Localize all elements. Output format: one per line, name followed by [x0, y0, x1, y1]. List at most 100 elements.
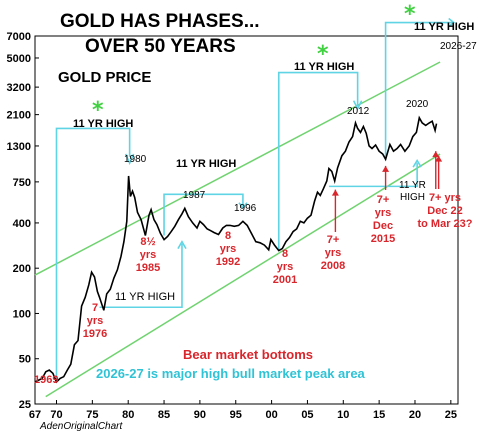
svg-text:8: 8	[225, 230, 231, 242]
series-label: GOLD PRICE	[58, 69, 151, 86]
legend-bear-bottoms: Bear market bottoms	[183, 347, 313, 362]
svg-text:2008: 2008	[321, 260, 345, 272]
bottom-label-1992: 8 yrs 1992	[216, 230, 240, 268]
bottom-label-2023: 7+ yrs Dec 22 to Mar 23?	[417, 192, 472, 230]
phase-bracket	[328, 163, 418, 188]
svg-text:yrs: yrs	[325, 247, 342, 259]
peak-label-1996: 1996	[234, 203, 257, 214]
svg-text:1969: 1969	[34, 374, 58, 386]
phase-label: 11 YR HIGH	[176, 158, 236, 170]
x-tick-label: 90	[194, 409, 206, 421]
x-tick-label: 05	[301, 409, 313, 421]
svg-text:yrs: yrs	[87, 315, 104, 327]
phase-bracket	[352, 100, 363, 111]
bottom-label-1969: 1969	[34, 374, 58, 386]
y-tick-label: 5000	[7, 53, 31, 65]
y-axis: 25 50 100 200 400 750 1300 2100 3200 5000 7000	[7, 31, 39, 411]
x-tick-label: 85	[158, 409, 170, 421]
x-tick-label: 10	[337, 409, 349, 421]
phase-star: *	[317, 42, 329, 67]
y-tick-label: 7000	[7, 31, 31, 43]
chart-credit: AdenOriginalChart	[39, 421, 123, 432]
y-tick-label: 1300	[7, 141, 31, 153]
svg-text:Dec: Dec	[373, 220, 393, 232]
svg-text:7+: 7+	[377, 194, 390, 206]
svg-text:yrs: yrs	[375, 207, 392, 219]
bottom-label-1985: 8½ yrs 1985	[136, 236, 160, 274]
y-tick-label: 50	[19, 354, 31, 366]
svg-text:7: 7	[92, 302, 98, 314]
phase-star: *	[92, 98, 104, 123]
phase-bracket	[124, 153, 135, 166]
bottom-arrow-head	[435, 155, 443, 162]
phase-label: 11 YR	[399, 180, 426, 191]
phase-label: 11 YR HIGH	[73, 118, 133, 130]
phase-brackets	[55, 17, 455, 381]
phase-bracket	[163, 193, 244, 236]
phase-bracket	[277, 71, 359, 250]
y-tick-label: 100	[13, 308, 31, 320]
svg-text:1976: 1976	[83, 328, 107, 340]
svg-text:7+ yrs: 7+ yrs	[429, 192, 461, 204]
x-tick-label: 80	[122, 409, 134, 421]
phase-bracket	[55, 127, 131, 381]
x-tick-label: 70	[50, 409, 62, 421]
phase-label: 11 YR HIGH	[414, 21, 474, 33]
y-tick-label: 2100	[7, 110, 31, 122]
bottom-label-2008: 7+ yrs 2008	[321, 234, 345, 272]
x-tick-label: 67	[29, 409, 41, 421]
phase-label: 11 YR HIGH	[115, 291, 175, 303]
plot-frame	[34, 35, 459, 405]
phase-bracket	[412, 158, 422, 168]
peak-label-2012: 2012	[347, 106, 370, 117]
legend-bull-peak: 2026-27 is major high bull market peak a…	[96, 366, 366, 381]
chart-title-line1: GOLD HAS PHASES...	[60, 11, 260, 32]
peak-label-2020: 2020	[406, 99, 429, 110]
gold-price-line	[34, 115, 438, 384]
phase-label: 11 YR HIGH	[294, 61, 354, 73]
x-tick-label: 95	[230, 409, 242, 421]
phase-star: *	[404, 2, 416, 27]
svg-text:1985: 1985	[136, 262, 160, 274]
phase-bracket	[238, 202, 248, 209]
phase-bracket	[448, 17, 455, 28]
channel-lower-line	[45, 153, 441, 398]
svg-text:Dec 22: Dec 22	[427, 205, 462, 217]
svg-text:8: 8	[282, 248, 288, 260]
phase-bracket	[99, 243, 183, 309]
svg-text:to Mar 23?: to Mar 23?	[417, 218, 472, 230]
x-tick-label: 00	[265, 409, 277, 421]
bottom-arrow-head	[331, 189, 339, 196]
bottom-label-2015: 7+ yrs Dec 2015	[371, 194, 395, 245]
phase-label: HIGH	[400, 192, 425, 203]
phase-bracket	[384, 21, 454, 157]
peak-label-1980: 1980	[124, 154, 147, 165]
y-tick-label: 200	[13, 263, 31, 275]
bottom-label-2001: 8 yrs 2001	[273, 248, 297, 286]
svg-text:2015: 2015	[371, 233, 395, 245]
svg-text:yrs: yrs	[277, 261, 294, 273]
svg-text:2001: 2001	[273, 274, 297, 286]
svg-text:1992: 1992	[216, 256, 240, 268]
svg-text:8½: 8½	[140, 236, 155, 248]
x-tick-label: 25	[445, 409, 457, 421]
peak-label-1987: 1987	[183, 190, 206, 201]
svg-text:7+: 7+	[327, 234, 340, 246]
x-tick-label: 15	[373, 409, 385, 421]
y-tick-label: 3200	[7, 82, 31, 94]
svg-text:yrs: yrs	[220, 243, 237, 255]
bottom-arrows	[331, 151, 443, 232]
y-tick-label: 750	[13, 177, 31, 189]
x-tick-label: 20	[409, 409, 421, 421]
bottom-label-1976: 7 yrs 1976	[83, 302, 107, 340]
x-axis: 67 70 75 80 85 90 95 00 05 10 15 20 25	[29, 400, 457, 421]
phase-bracket	[177, 240, 187, 249]
x-tick-label: 75	[86, 409, 98, 421]
bottom-arrow-head	[432, 151, 440, 158]
bottom-arrow-head	[382, 165, 390, 172]
chart-title-line2: OVER 50 YEARS	[85, 36, 236, 57]
y-tick-label: 400	[13, 218, 31, 230]
channel-upper-line	[34, 61, 441, 276]
projected-peak-label: 2026-27	[440, 41, 477, 52]
